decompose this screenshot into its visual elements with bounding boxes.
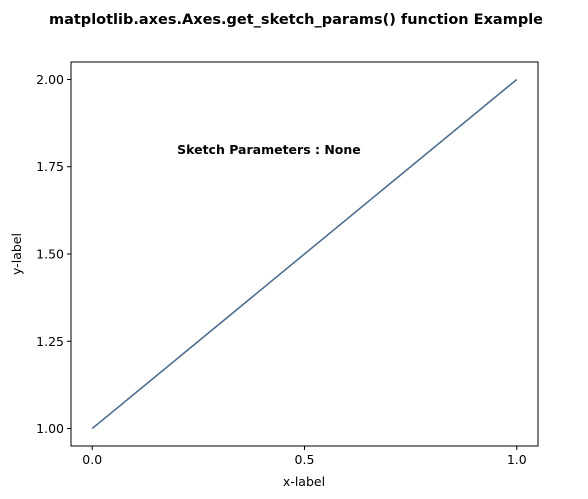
y-tick-label: 2.00 xyxy=(36,72,64,87)
x-tick-label: 1.0 xyxy=(507,452,527,467)
y-tick-label: 1.75 xyxy=(36,159,64,174)
y-tick-label: 1.25 xyxy=(36,334,64,349)
x-axis-label: x-label xyxy=(283,474,325,489)
annotation-text: Sketch Parameters : None xyxy=(177,142,361,157)
series-line-0 xyxy=(91,78,518,430)
x-tick-label: 0.0 xyxy=(82,452,102,467)
y-axis-label: y-label xyxy=(9,233,24,275)
y-tick-label: 1.50 xyxy=(36,247,64,262)
chart-title: matplotlib.axes.Axes.get_sketch_params()… xyxy=(49,12,543,28)
y-tick-label: 1.00 xyxy=(36,421,64,436)
x-tick-label: 0.5 xyxy=(295,452,315,467)
